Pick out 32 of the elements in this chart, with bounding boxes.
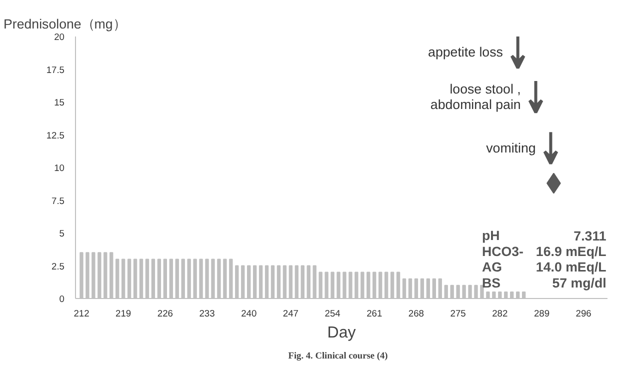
annotation: HCO3- 16.9 mEq/L xyxy=(482,244,606,259)
y-tick-label: 7.5 xyxy=(52,196,64,206)
y-tick-label: 2.5 xyxy=(52,261,64,272)
x-tick-label: 212 xyxy=(74,308,90,318)
text: AG 14.0 mEq/L xyxy=(482,260,606,275)
y-tick-label: 0 xyxy=(59,294,65,304)
x-tick-label: 275 xyxy=(450,308,466,318)
caption: Fig. 4. Clinical course (4) xyxy=(288,352,388,362)
x-tick-label: 261 xyxy=(366,308,382,318)
x-tick-label: 219 xyxy=(116,308,132,318)
y-tick-label: 12.5 xyxy=(46,130,64,140)
text: BS 57 mg/dl xyxy=(482,275,606,290)
x-tick-label: 240 xyxy=(241,308,257,318)
y-tick-label: 15 xyxy=(54,98,65,108)
y-tick-label: 10 xyxy=(54,163,65,173)
x-tick-label: 268 xyxy=(408,308,424,318)
chart-title: Prednisolone（mg） xyxy=(4,16,126,32)
x-tick-label: 233 xyxy=(199,308,215,318)
annotation: vomiting xyxy=(486,140,536,156)
y-tick-label: 17.5 xyxy=(46,64,64,75)
x-axis-title: Day xyxy=(327,324,356,342)
annotation: appetite loss xyxy=(428,44,504,60)
annotation: loose stool , abdominal pain xyxy=(430,81,521,112)
y-tick-label: 5 xyxy=(59,228,65,238)
x-tick-label: 254 xyxy=(324,308,340,318)
text: pH 7.311 xyxy=(482,228,606,244)
x-tick-label: 289 xyxy=(534,308,550,318)
x-tick-label: 247 xyxy=(282,308,298,318)
y-tick-label: 20 xyxy=(54,32,65,42)
x-tick-label: 226 xyxy=(157,308,173,318)
x-tick-label: 282 xyxy=(492,308,508,318)
x-tick-label: 296 xyxy=(576,308,592,318)
